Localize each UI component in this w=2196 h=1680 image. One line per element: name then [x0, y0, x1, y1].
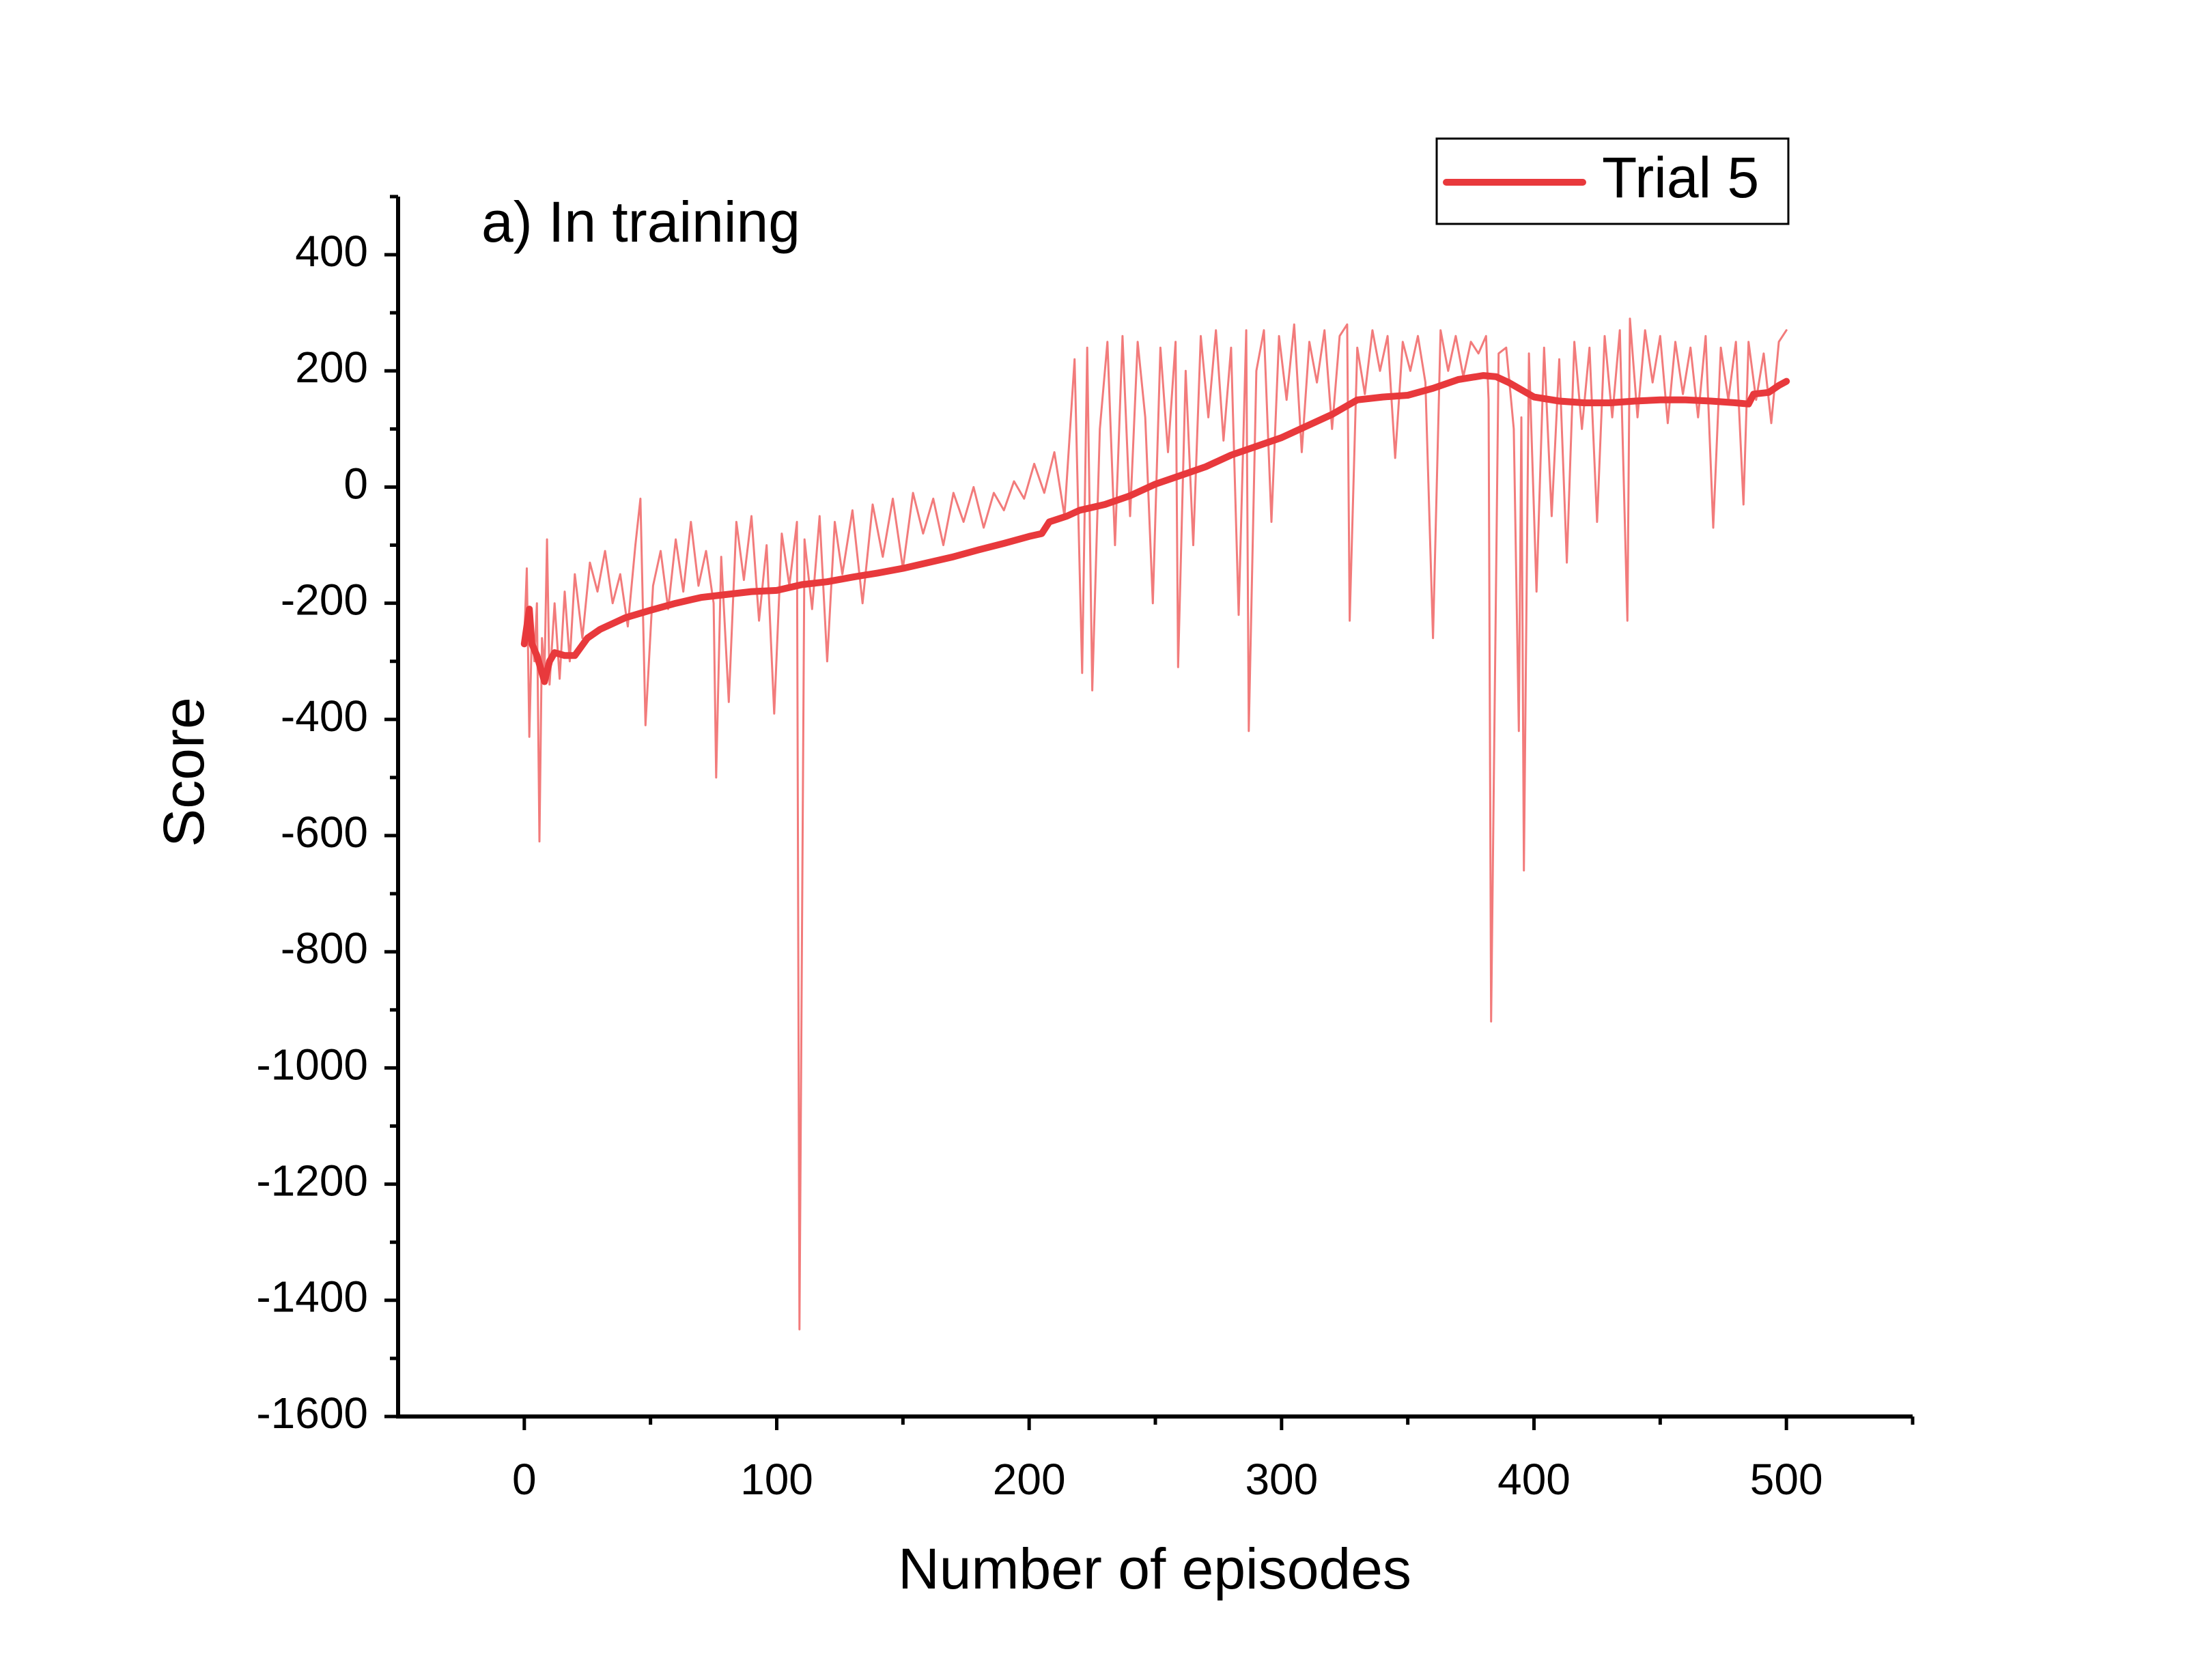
legend-label: Trial 5 — [1602, 145, 1759, 210]
x-tick-label: 400 — [1497, 1455, 1571, 1504]
y-tick-label: -1400 — [256, 1272, 368, 1322]
y-tick-label: -1000 — [256, 1040, 368, 1089]
x-tick-label: 200 — [993, 1455, 1066, 1504]
x-tick-label: 500 — [1750, 1455, 1823, 1504]
x-tick-label: 300 — [1245, 1455, 1318, 1504]
y-tick-label: -1200 — [256, 1156, 368, 1206]
y-tick-label: -200 — [281, 575, 368, 625]
y-axis-label: Score — [152, 697, 216, 846]
y-tick-label: -400 — [281, 692, 368, 741]
y-tick-label: 400 — [295, 227, 368, 276]
y-tick-label: -800 — [281, 924, 368, 973]
x-tick-label: 0 — [512, 1455, 537, 1504]
y-tick-label: 200 — [295, 343, 368, 392]
x-tick-label: 100 — [740, 1455, 813, 1504]
x-axis-label: Number of episodes — [898, 1537, 1411, 1601]
annotation: a) In training — [481, 190, 800, 254]
series-line — [520, 372, 1790, 685]
y-tick-label: -1600 — [256, 1389, 368, 1438]
y-tick-label: -600 — [281, 808, 368, 857]
y-tick-label: 0 — [343, 459, 368, 508]
series-line — [523, 317, 1788, 1330]
